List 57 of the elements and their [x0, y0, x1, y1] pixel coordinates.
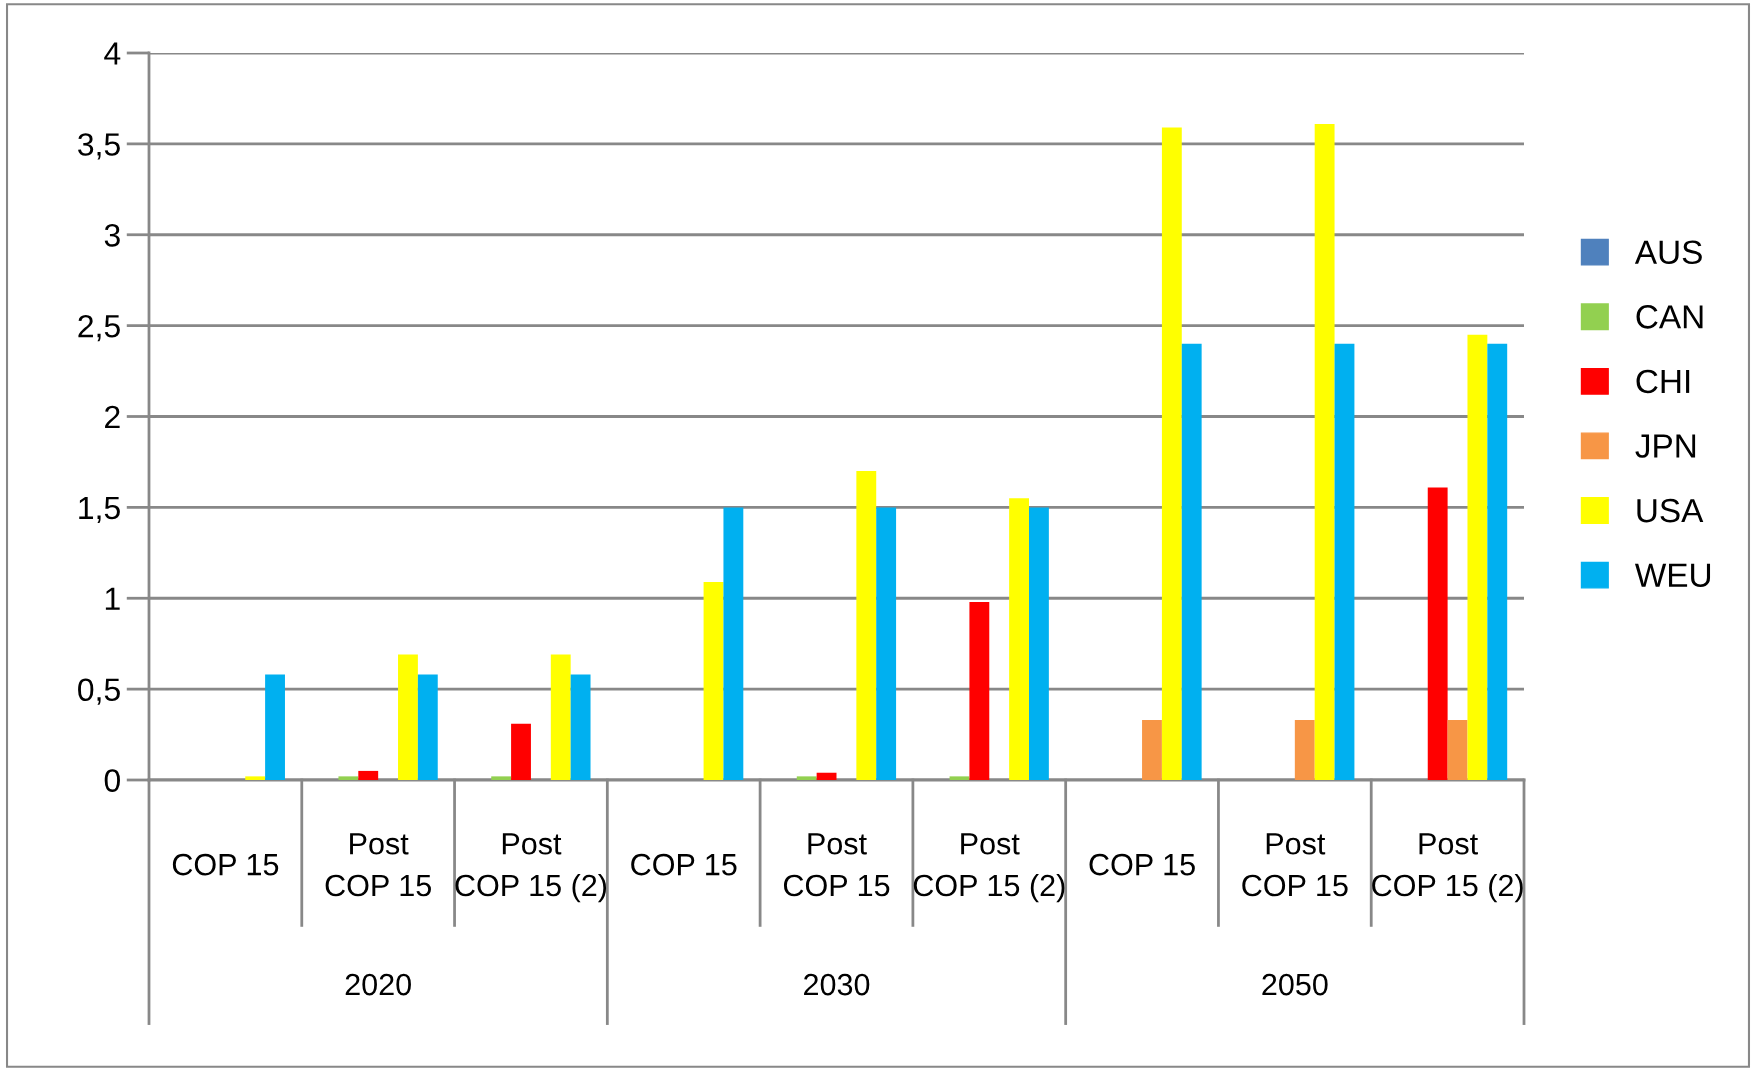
bar	[1447, 720, 1468, 780]
bar	[1181, 343, 1202, 780]
y-tick-label: 1,5	[79, 496, 120, 524]
bar	[816, 772, 837, 780]
legend-label: WEU	[1634, 563, 1711, 587]
bar	[1161, 127, 1182, 780]
x-tick-label: Post COP 15	[783, 833, 890, 897]
bar	[550, 654, 571, 780]
bar	[1427, 487, 1448, 780]
bar	[1487, 343, 1508, 780]
bar	[358, 770, 379, 780]
bar	[703, 581, 724, 780]
bar	[338, 776, 359, 780]
bar	[723, 507, 744, 780]
y-tick-label: 0,5	[78, 678, 120, 705]
bar	[796, 776, 817, 780]
bar	[245, 776, 266, 780]
bar	[1467, 334, 1488, 780]
y-tick-label: 3,5	[78, 133, 120, 160]
bar	[1334, 343, 1355, 780]
y-tick-label: 0	[104, 769, 120, 792]
bar	[1294, 720, 1315, 780]
bar	[1142, 720, 1162, 780]
bar	[1009, 498, 1029, 780]
text: 2030	[804, 973, 870, 996]
bar	[398, 654, 418, 780]
bar	[417, 674, 438, 780]
bar	[511, 723, 531, 780]
bar	[1314, 123, 1335, 780]
bar	[1029, 507, 1049, 780]
bar	[856, 471, 877, 780]
x-tick-label: Post COP 15 (2)	[913, 833, 1065, 903]
y-tick-label: 4	[104, 42, 121, 65]
x-tick-label: COP 15	[1089, 853, 1195, 876]
y-tick-label: 1	[105, 587, 120, 610]
x-tick-label: Post COP 15 (2)	[455, 833, 607, 903]
legend-label: JPN	[1635, 434, 1696, 458]
y-tick-label: 2,5	[78, 314, 120, 342]
legend-label: CAN	[1636, 305, 1703, 329]
y-tick-label: 2	[105, 405, 120, 429]
bar	[491, 776, 512, 780]
y-tick-label: 3	[104, 224, 120, 247]
x-tick-label: Post COP 15	[1242, 833, 1348, 897]
bar	[570, 674, 591, 780]
text: 2020	[345, 973, 411, 996]
x-tick-label: Post COP 15	[325, 833, 431, 897]
bar	[949, 776, 970, 780]
legend-label: CHI	[1636, 369, 1690, 394]
text: 2050	[1262, 973, 1328, 996]
x-tick-label: COP 15	[172, 853, 279, 876]
x-tick-label: COP 15	[631, 853, 737, 876]
legend-label: USA	[1637, 498, 1704, 523]
bar	[876, 507, 897, 780]
legend-label: AUS	[1634, 240, 1702, 265]
bar	[265, 674, 285, 780]
bar	[969, 601, 990, 780]
x-tick-label: Post COP 15 (2)	[1372, 833, 1523, 903]
